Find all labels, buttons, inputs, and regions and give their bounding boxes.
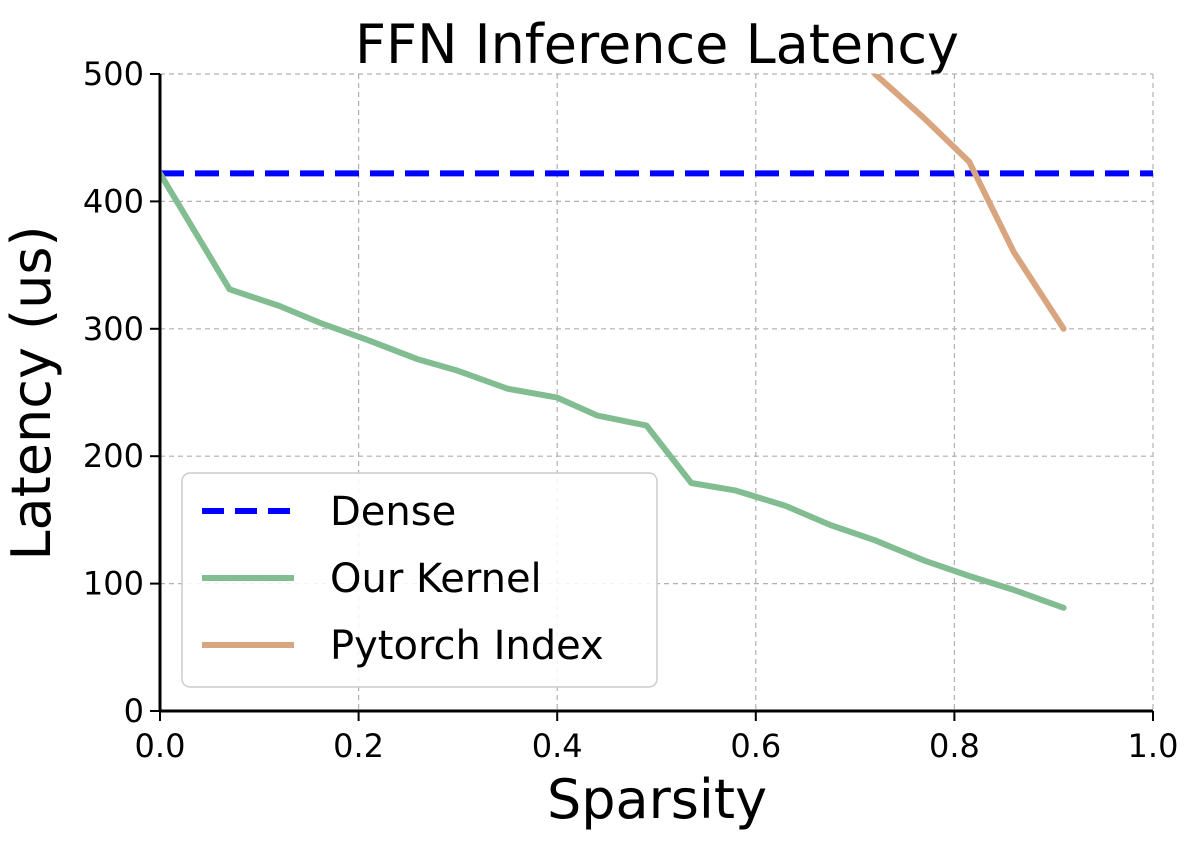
y-tick-label: 200 [83,437,144,475]
legend: Dense Our Kernel Pytorch Index [181,472,658,688]
y-tick-label: 400 [83,182,144,220]
x-tick-label: 0.2 [333,727,384,765]
series-line-our-kernel [160,170,1067,611]
series-layer [160,74,1153,611]
y-tick-label: 500 [83,55,144,93]
legend-label: Pytorch Index [330,623,604,669]
x-tick-label: 0.6 [730,727,781,765]
x-tick-label: 0.8 [929,727,980,765]
ticks: 0.0 0.2 0.4 0.6 0.8 1.0 0 100 200 300 400 500 [83,55,1179,765]
axes [158,74,1153,713]
y-tick-label: 100 [83,565,144,603]
y-tick-label: 300 [83,310,144,348]
series-line-pytorch-index [872,74,1067,332]
legend-label: Our Kernel [330,556,542,602]
x-axis-label: Sparsity [547,768,767,831]
legend-box [181,472,658,688]
x-tick-label: 0.0 [135,727,186,765]
x-tick-label: 0.4 [532,727,583,765]
x-tick-label: 1.0 [1128,727,1179,765]
y-tick-label: 0 [124,692,144,730]
legend-label: Dense [330,489,456,535]
chart-title: FFN Inference Latency [355,13,959,76]
y-axis-label: Latency (us) [0,225,63,560]
